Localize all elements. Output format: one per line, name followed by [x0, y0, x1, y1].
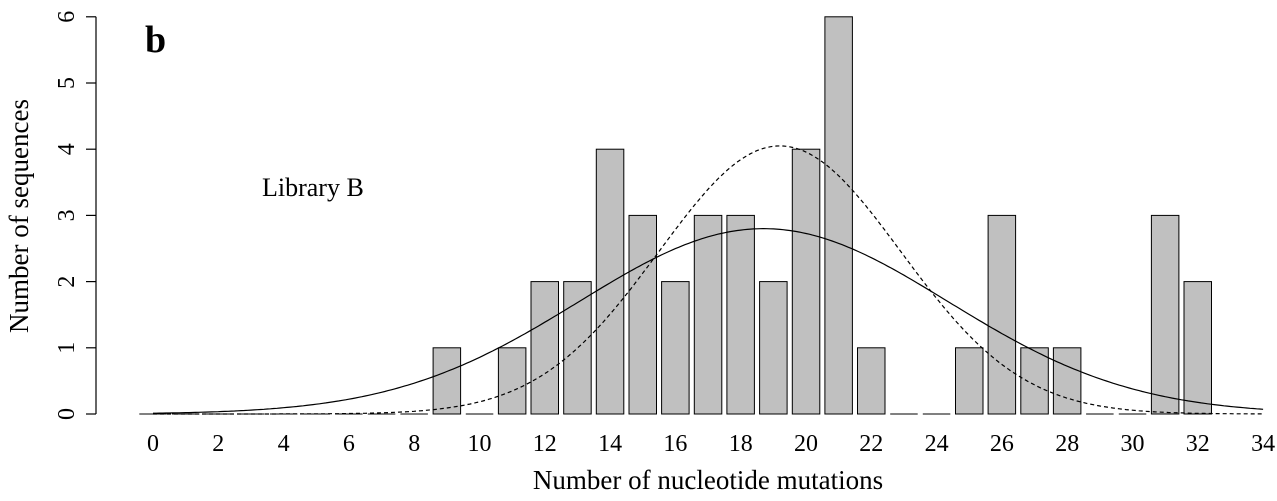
x-tick-label: 12 [533, 431, 557, 457]
dashed-fit-curve [153, 145, 1264, 415]
histogram-bar [1020, 347, 1049, 415]
solid-fit-curve [153, 227, 1264, 414]
y-tick-label: 4 [54, 143, 80, 155]
x-axis-title: Number of nucleotide mutations [533, 465, 883, 495]
x-tick-label: 20 [794, 431, 818, 457]
y-axis: 0 1 2 3 4 5 6 [54, 11, 97, 420]
y-tick-label: 3 [54, 209, 80, 221]
y-axis-title: Number of sequences [4, 99, 34, 333]
histogram-bar [1183, 281, 1212, 415]
y-tick-label: 1 [54, 342, 80, 354]
histogram-bar [661, 281, 690, 415]
histogram-bar [497, 347, 527, 415]
x-tick-label: 2 [212, 431, 224, 457]
x-tick-label: 30 [1121, 431, 1145, 457]
fit-curves-layer [153, 145, 1264, 415]
x-tick-label: 34 [1251, 431, 1275, 457]
histogram-bar [955, 347, 984, 415]
histogram-bar [693, 214, 723, 415]
histogram-bar [628, 214, 657, 415]
library-annotation: Library B [262, 173, 364, 202]
x-tick-label: 18 [729, 431, 753, 457]
x-tick-label: 16 [663, 431, 687, 457]
y-tick-label: 0 [54, 408, 80, 420]
x-tick-label: 4 [278, 431, 290, 457]
x-axis-ticks: 0 2 4 6 8 10 12 14 16 18 20 22 24 26 28 30 32 34 [147, 431, 1275, 457]
histogram-bar [824, 16, 853, 415]
histogram-bar [759, 281, 788, 415]
x-tick-label: 10 [468, 431, 492, 457]
y-tick-label: 2 [54, 276, 80, 288]
bars-layer [139, 16, 1212, 415]
x-tick-label: 22 [859, 431, 883, 457]
histogram-bar [1150, 214, 1180, 415]
histogram-bar [987, 214, 1017, 415]
panel-label: b [145, 19, 166, 61]
x-tick-label: 28 [1055, 431, 1079, 457]
histogram-bar [563, 281, 592, 415]
x-tick-label: 14 [598, 431, 622, 457]
histogram-bar [595, 148, 625, 415]
histogram-bar [432, 347, 462, 415]
histogram-bar [1052, 347, 1082, 415]
x-tick-label: 32 [1186, 431, 1210, 457]
histogram-bar [726, 214, 755, 415]
y-tick-label: 6 [54, 11, 80, 23]
y-tick-label: 5 [54, 77, 80, 89]
x-tick-label: 0 [147, 431, 159, 457]
histogram-bar [530, 281, 559, 415]
x-tick-label: 26 [990, 431, 1014, 457]
histogram-bar [857, 347, 886, 415]
x-tick-label: 6 [343, 431, 355, 457]
x-tick-label: 24 [925, 431, 949, 457]
x-tick-label: 8 [408, 431, 420, 457]
histogram-bar [791, 148, 821, 415]
